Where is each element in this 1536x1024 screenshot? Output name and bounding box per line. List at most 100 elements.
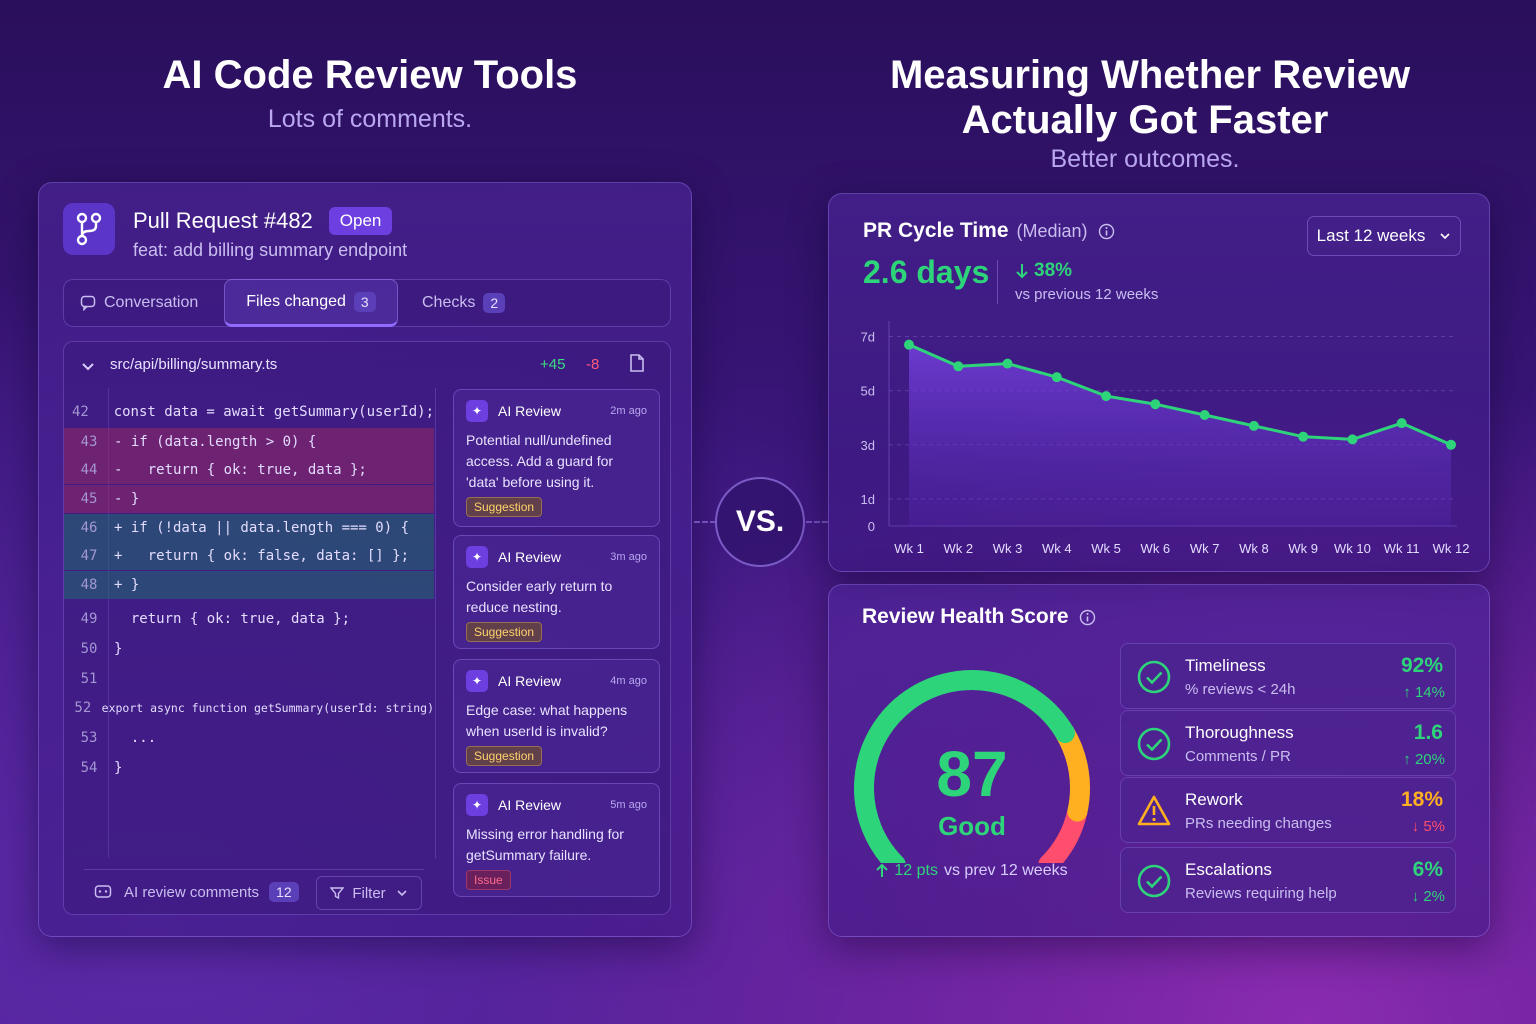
data-point[interactable]	[1396, 418, 1407, 429]
file-deletions: -8	[586, 356, 600, 373]
file-path[interactable]: src/api/billing/summary.ts	[110, 356, 278, 373]
file-additions: +45	[540, 356, 566, 373]
code-line: 42 const data = await getSummary(userId)…	[64, 398, 434, 426]
info-icon[interactable]	[1079, 609, 1096, 626]
check-circle-icon	[1137, 864, 1171, 898]
sparkle-icon: ✦	[466, 670, 488, 692]
filter-icon	[330, 887, 345, 900]
line-number: 51	[80, 671, 98, 687]
health-metric-row: Thoroughness Comments / PR 1.6 ↑ 20%	[1120, 710, 1456, 776]
code-text: - if (data.length > 0) {	[114, 434, 317, 450]
metric-delta: ↑ 14%	[1403, 684, 1445, 701]
data-point[interactable]	[1150, 399, 1161, 410]
warning-icon	[1137, 795, 1171, 826]
data-point[interactable]	[1101, 391, 1112, 402]
sparkle-icon: ✦	[466, 546, 488, 568]
code-text: const data = await getSummary(userId);	[96, 404, 434, 420]
pull-request-panel: Pull Request #482 Open feat: add billing…	[38, 182, 692, 937]
tab-count-badge: 3	[353, 292, 376, 312]
code-text: }	[114, 760, 123, 776]
tab-label: Checks	[422, 294, 476, 311]
comment-author: AI Review	[498, 403, 562, 419]
check-circle-icon	[1137, 660, 1171, 694]
right-heading-line2: Actually Got Faster	[961, 98, 1329, 142]
line-number: 47	[80, 548, 98, 564]
arrow-down-icon	[1016, 264, 1028, 279]
line-number: 52	[74, 700, 92, 716]
metric-value: 92%	[1400, 654, 1443, 677]
health-score: 87	[936, 738, 1008, 810]
filter-label: Filter	[352, 884, 386, 902]
code-line: 48 + }	[64, 571, 434, 599]
sparkle-icon: ✦	[466, 794, 488, 816]
code-line: 54}	[64, 754, 434, 782]
code-text: + }	[114, 577, 140, 593]
data-point[interactable]	[1298, 431, 1309, 442]
code-text: - }	[114, 491, 140, 507]
comment-author: AI Review	[498, 673, 562, 689]
tab-conversation[interactable]: Conversation	[80, 280, 198, 326]
health-metric-row: Timeliness % reviews < 24h 92% ↑ 14%	[1120, 643, 1456, 709]
metric-name: Timeliness	[1185, 656, 1266, 675]
code-line: 47 + return { ok: false, data: [] };	[64, 542, 434, 570]
pr-tabs: Conversation Files changed 3 Checks 2	[63, 279, 671, 327]
health-change-caption: vs prev 12 weeks	[943, 862, 1068, 879]
comment-time: 5m ago	[610, 799, 647, 811]
code-line: 46 + if (!data || data.length === 0) {	[64, 514, 434, 542]
tab-label: Conversation	[104, 294, 199, 311]
data-point[interactable]	[1051, 372, 1062, 383]
code-text: }	[114, 641, 123, 657]
data-point[interactable]	[1248, 420, 1259, 431]
code-text: ...	[114, 730, 157, 746]
sparkle-icon: ✦	[466, 400, 488, 422]
metric-description: % reviews < 24h	[1185, 681, 1296, 698]
ai-comment-card[interactable]: ✦ AI Review 2m ago Potential null/undefine…	[453, 389, 660, 527]
code-line: 49 return { ok: true, data };	[64, 605, 434, 633]
ai-comments-toggle[interactable]: AI review comments 12	[94, 882, 299, 902]
metric-description: Comments / PR	[1185, 748, 1291, 765]
y-tick-label: 5d	[861, 384, 875, 399]
line-number: 49	[80, 611, 98, 627]
comment-time: 4m ago	[610, 675, 647, 687]
collapse-chevron-icon[interactable]	[80, 358, 96, 374]
chevron-down-icon	[1440, 233, 1450, 240]
y-tick-label: 0	[868, 519, 875, 534]
code-line: 51	[64, 665, 434, 693]
range-dropdown[interactable]: Last 12 weeks	[1307, 216, 1461, 256]
check-circle-icon	[1137, 727, 1171, 761]
tab-count-badge: 2	[483, 293, 506, 313]
ai-comment-card[interactable]: ✦ AI Review 3m ago Consider early return t…	[453, 535, 660, 649]
ai-comment-card[interactable]: ✦ AI Review 4m ago Edge case: what happens…	[453, 659, 660, 773]
metric-name: Thoroughness	[1185, 723, 1294, 742]
comment-tag: Issue	[466, 870, 511, 890]
code-area: 42 const data = await getSummary(userId)…	[64, 388, 436, 858]
data-point[interactable]	[1002, 358, 1013, 369]
health-gauge	[854, 670, 1090, 863]
data-point[interactable]	[904, 339, 914, 350]
code-text: export async function getSummary(userId:…	[101, 701, 434, 715]
code-line: 53 ...	[64, 724, 434, 752]
ai-comment-card[interactable]: ✦ AI Review 5m ago Missing error handling …	[453, 783, 660, 897]
code-line: 44 - return { ok: true, data };	[64, 456, 434, 484]
data-point[interactable]	[1446, 439, 1456, 450]
tab-checks[interactable]: Checks 2	[422, 280, 506, 326]
x-tick-label: Wk 6	[1141, 541, 1171, 556]
metric-delta-value: 14%	[1414, 684, 1445, 701]
arrow-up-icon: ↑	[1403, 684, 1411, 701]
ai-comments-label: AI review comments	[124, 883, 260, 901]
y-tick-label: 1d	[861, 492, 875, 507]
comment-text: Missing error handling for getSummary fa…	[466, 826, 624, 863]
data-point[interactable]	[953, 361, 964, 372]
filter-button[interactable]: Filter	[316, 876, 422, 910]
view-file-icon[interactable]	[628, 353, 648, 373]
data-point[interactable]	[1199, 410, 1210, 421]
data-point[interactable]	[1347, 434, 1358, 445]
tab-files-changed[interactable]: Files changed 3	[224, 279, 398, 327]
x-tick-label: Wk 5	[1091, 541, 1121, 556]
ai-comments-icon	[94, 885, 112, 898]
code-line: 43 - if (data.length > 0) {	[64, 428, 434, 456]
cycle-title-qualifier: (Median)	[1016, 220, 1088, 241]
pr-status-badge: Open	[328, 207, 393, 235]
info-icon[interactable]	[1098, 223, 1115, 240]
metric-name: Escalations	[1185, 860, 1272, 879]
